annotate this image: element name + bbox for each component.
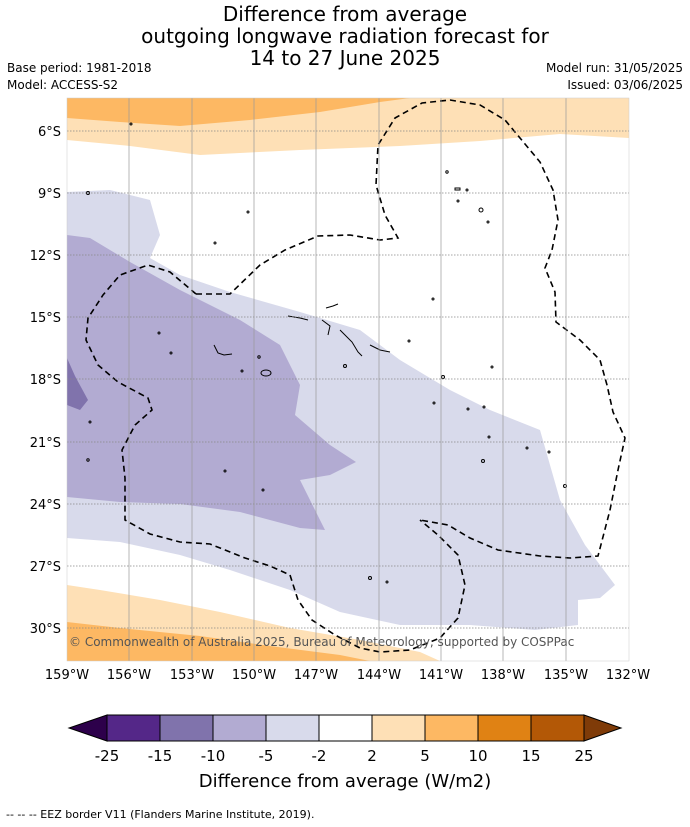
- anomaly-fields: [67, 98, 629, 661]
- copyright-notice: © Commonwealth of Australia 2025, Bureau…: [69, 635, 574, 649]
- lon-label: 141°W: [419, 668, 463, 683]
- lat-label: 12°S: [30, 249, 61, 264]
- lon-label: 132°W: [606, 668, 650, 683]
- longitude-labels: 159°W 156°W 153°W 150°W 147°W 144°W 141°…: [45, 668, 650, 683]
- map-frame: [66, 97, 630, 662]
- lon-label: 153°W: [170, 668, 214, 683]
- lon-label: 156°W: [107, 668, 151, 683]
- eez-border-north: [196, 99, 626, 559]
- lon-label: 147°W: [294, 668, 338, 683]
- lon-label: 159°W: [45, 668, 89, 683]
- negative-area-dark: [67, 358, 88, 410]
- title-line-2: outgoing longwave radiation forecast for: [141, 24, 549, 48]
- colorbar-tick: -25: [95, 747, 120, 765]
- lat-label: 6°S: [38, 125, 61, 140]
- colorbar-tick: -10: [201, 747, 226, 765]
- negative-area-light: [67, 190, 615, 630]
- lat-label: 21°S: [30, 436, 61, 451]
- colorbar-tick: -15: [148, 747, 173, 765]
- base-period: Base period: 1981-2018: [7, 61, 152, 75]
- colorbar-swatch: [318, 714, 373, 742]
- colorbar-tick: -2: [312, 747, 327, 765]
- colorbar-swatch: [67, 714, 108, 742]
- title-line-3: 14 to 27 June 2025: [249, 46, 441, 70]
- colorbar-tick: 2: [367, 747, 377, 765]
- colorbar-tick: 15: [521, 747, 540, 765]
- gridlines-longitude: [128, 98, 567, 661]
- lat-label: 18°S: [30, 373, 61, 388]
- colorbar-swatch: [265, 714, 320, 742]
- lat-label: 9°S: [38, 187, 61, 202]
- lon-label: 135°W: [544, 668, 588, 683]
- colorbar-swatch: [530, 714, 585, 742]
- lon-label: 144°W: [357, 668, 401, 683]
- title-line-1: Difference from average: [222, 2, 468, 26]
- lat-label: 27°S: [30, 560, 61, 575]
- colorbar-tick: 5: [420, 747, 430, 765]
- eez-legend-note: -- -- -- EEZ border V11 (Flanders Marine…: [6, 808, 315, 821]
- colorbar-tick: -5: [259, 747, 274, 765]
- eez-border-south: [85, 264, 466, 653]
- issued-date: Issued: 03/06/2025: [567, 78, 683, 92]
- lon-label: 150°W: [232, 668, 276, 683]
- positive-band-north-mid: [67, 98, 410, 126]
- colorbar-swatch: [159, 714, 214, 742]
- lat-label: 15°S: [30, 311, 61, 326]
- colorbar: [67, 714, 623, 742]
- colorbar-swatch: [583, 714, 623, 742]
- colorbar-swatch: [106, 714, 161, 742]
- colorbar-title: Difference from average (W/m2): [199, 771, 491, 792]
- model-run: Model run: 31/05/2025: [545, 61, 683, 75]
- colorbar-tick: 25: [574, 747, 593, 765]
- model-name: Model: ACCESS-S2: [7, 78, 119, 92]
- colorbar-swatch: [371, 714, 426, 742]
- positive-band-south-mid: [67, 622, 370, 661]
- lon-label: 138°W: [481, 668, 525, 683]
- lat-label: 30°S: [30, 622, 61, 637]
- colorbar-swatch: [212, 714, 267, 742]
- latitude-labels: 6°S 9°S 12°S 15°S 18°S 21°S 24°S 27°S 30…: [30, 125, 61, 637]
- lat-label: 24°S: [30, 498, 61, 513]
- negative-area-mid: [67, 235, 356, 530]
- colorbar-swatch: [477, 714, 532, 742]
- colorbar-tick: 10: [468, 747, 487, 765]
- colorbar-swatch: [424, 714, 479, 742]
- gridlines: [67, 130, 629, 629]
- colorbar-ticks: -25 -15 -10 -5 -2 2 5 10 15 25: [95, 747, 594, 765]
